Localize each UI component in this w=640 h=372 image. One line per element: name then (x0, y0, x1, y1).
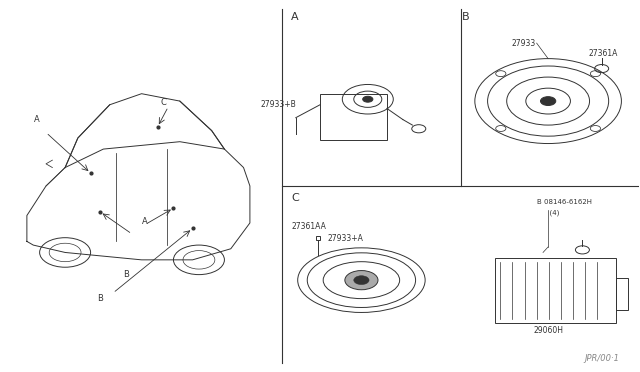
Text: B: B (97, 294, 103, 303)
Bar (320, 94, 387, 140)
Text: B 08146-6162H: B 08146-6162H (537, 199, 591, 205)
Text: 27933+A: 27933+A (328, 234, 364, 243)
Circle shape (354, 276, 369, 285)
Text: 27933: 27933 (511, 39, 536, 48)
Circle shape (345, 270, 378, 290)
Text: 27933+B: 27933+B (260, 100, 296, 109)
Text: B: B (123, 270, 129, 279)
Bar (616, 278, 628, 310)
Text: A: A (33, 115, 39, 124)
Text: JPR/00·1: JPR/00·1 (584, 354, 620, 363)
Text: 27361AA: 27361AA (291, 222, 326, 231)
Circle shape (540, 97, 556, 106)
Text: (4): (4) (545, 210, 559, 217)
Circle shape (363, 96, 373, 102)
Text: C: C (291, 193, 299, 203)
Text: A: A (291, 13, 299, 22)
Text: 27361A: 27361A (588, 49, 618, 58)
Bar (495, 258, 616, 323)
Text: B: B (461, 13, 469, 22)
Text: 29060H: 29060H (533, 326, 563, 334)
Text: A: A (142, 217, 148, 225)
Text: C: C (161, 99, 167, 108)
